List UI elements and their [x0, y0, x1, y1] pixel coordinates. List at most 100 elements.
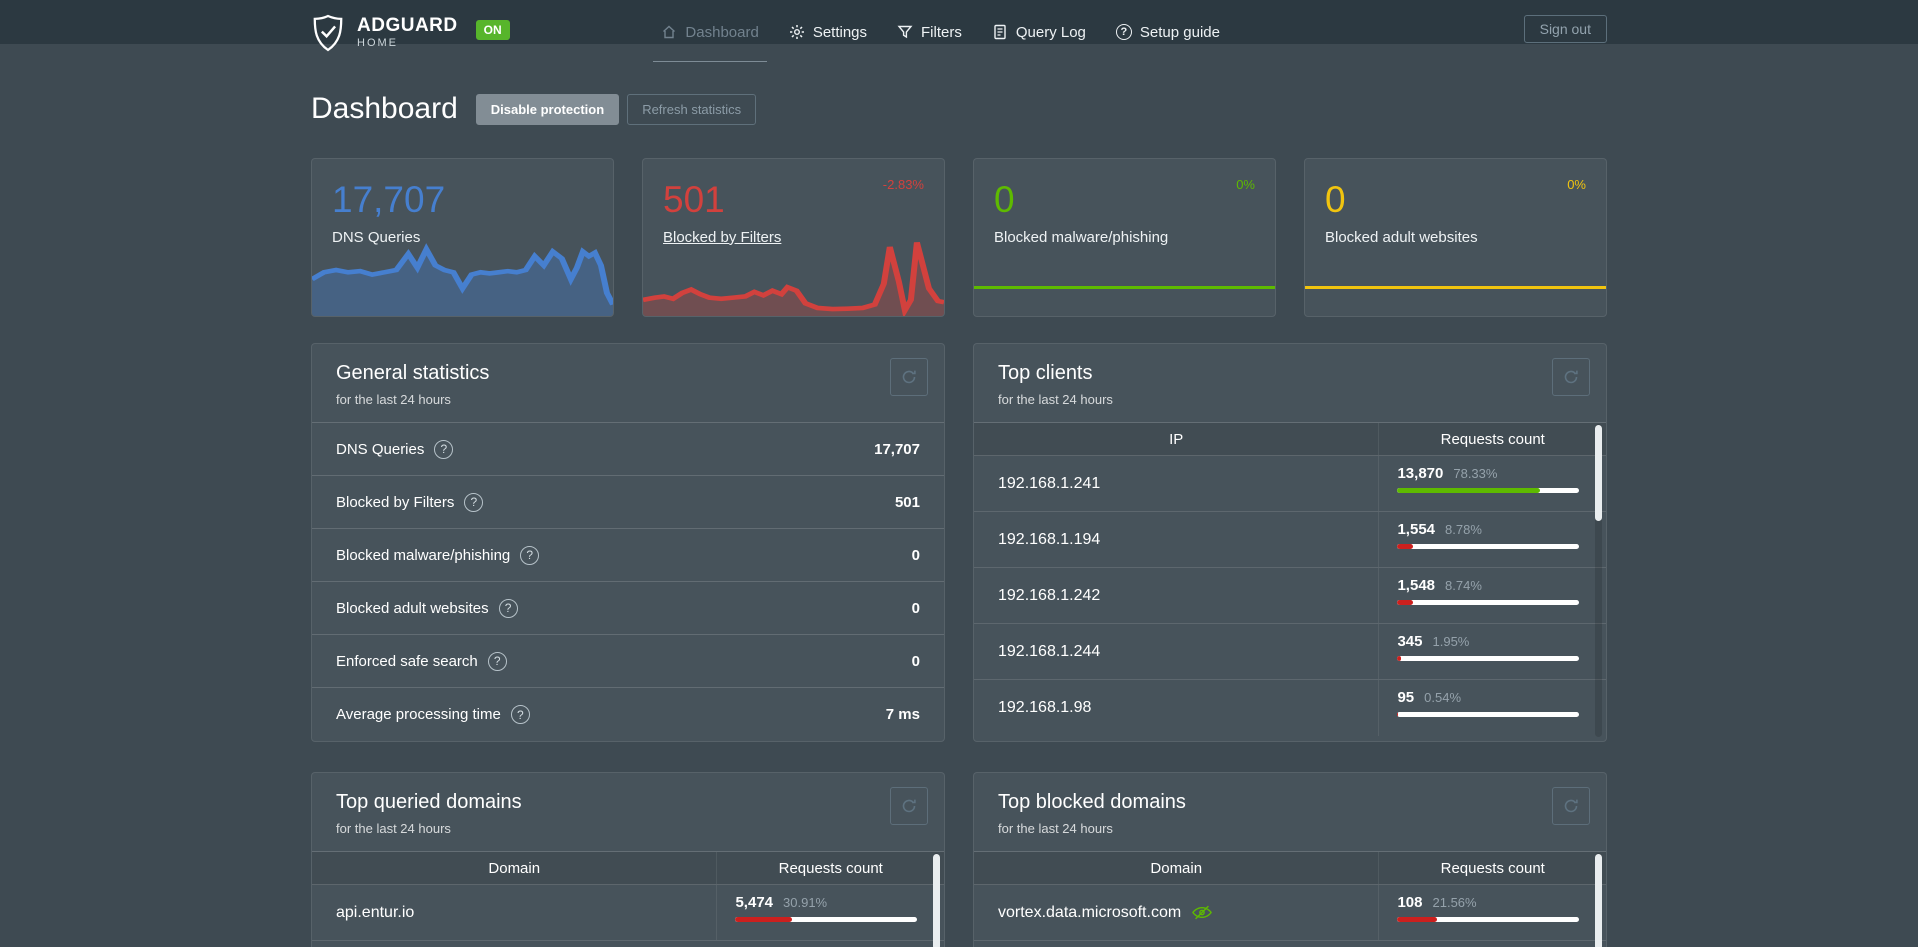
main-nav: Dashboard Settings Filters Query Log Set… [653, 0, 1220, 64]
stat-label: DNS Queries [336, 440, 425, 458]
table-row: api.entur.io 5,474 30.91% [312, 885, 944, 941]
nav-label: Setup guide [1139, 23, 1220, 41]
scrollbar-thumb[interactable] [933, 854, 940, 947]
progress-bar [1397, 544, 1579, 549]
stat-value: 501 [894, 493, 920, 511]
stat-label: Enforced safe search [336, 652, 478, 670]
card-percent: -2.83% [882, 177, 924, 192]
column-header-requests: Requests count [1378, 423, 1606, 455]
panel-subtitle: for the last 24 hours [336, 821, 451, 836]
client-ip[interactable]: 192.168.1.242 [998, 586, 1101, 604]
page-title: Dashboard [311, 92, 458, 125]
gear-icon [789, 25, 804, 39]
refresh-panel-button[interactable] [1552, 358, 1590, 396]
panel-title: Top clients [998, 362, 1093, 384]
stat-row: Average processing time 7 ms [312, 688, 944, 741]
request-count: 108 [1397, 894, 1423, 911]
help-icon[interactable] [464, 492, 484, 512]
stat-value: 7 ms [885, 706, 920, 723]
panel-title: Top queried domains [336, 791, 522, 813]
card-label[interactable]: Blocked malware/phishing [994, 228, 1169, 246]
help-icon[interactable] [434, 439, 454, 459]
nav-item-settings[interactable]: Settings [789, 0, 867, 64]
progress-bar [1397, 712, 1579, 717]
card-value: 0 [1325, 179, 1346, 220]
table-row: 192.168.1.244 345 1.95% [974, 624, 1606, 680]
client-ip[interactable]: 192.168.1.241 [998, 474, 1101, 492]
dns-queries-sparkline [312, 243, 613, 316]
top-clients-panel: Top clients for the last 24 hours IP Req… [973, 343, 1607, 742]
top-navbar: ADGUARD HOME ON Dashboard Settings Filte… [0, 0, 1918, 64]
protection-status-badge: ON [475, 20, 510, 40]
progress-bar [1397, 600, 1579, 605]
stat-row: Blocked by Filters 501 [312, 476, 944, 529]
card-percent: 0% [1567, 177, 1586, 192]
stat-row: DNS Queries 17,707 [312, 423, 944, 476]
blocked-domain[interactable]: vortex.data.microsoft.com [998, 903, 1182, 921]
client-ip[interactable]: 192.168.1.194 [998, 530, 1101, 548]
nav-item-setup-guide[interactable]: Setup guide [1115, 0, 1220, 64]
eye-off-icon [1192, 905, 1213, 920]
nav-item-dashboard[interactable]: Dashboard [653, 0, 768, 64]
request-percent: 78.33% [1453, 466, 1498, 481]
stat-value: 17,707 [874, 440, 920, 458]
card-value: 0 [994, 179, 1015, 220]
request-count: 345 [1397, 633, 1423, 650]
shield-logo-icon [313, 14, 343, 52]
scrollbar-thumb[interactable] [1595, 854, 1602, 947]
request-percent: 1.95% [1432, 634, 1470, 649]
request-count: 1,554 [1397, 521, 1436, 538]
stat-row: Blocked malware/phishing 0 [312, 529, 944, 582]
progress-bar [735, 917, 917, 922]
queried-domain[interactable]: api.entur.io [336, 903, 415, 921]
stat-value: 0 [911, 546, 920, 564]
refresh-panel-button[interactable] [1552, 787, 1590, 825]
column-header-requests: Requests count [1378, 852, 1606, 884]
scrollbar[interactable] [933, 853, 940, 947]
general-statistics-panel: General statistics for the last 24 hours… [311, 343, 945, 742]
help-circle-icon [1115, 24, 1132, 40]
request-percent: 8.78% [1445, 522, 1482, 537]
panel-subtitle: for the last 24 hours [998, 392, 1113, 407]
request-count: 1,548 [1397, 577, 1436, 594]
table-row: 192.168.1.98 95 0.54% [974, 680, 1606, 736]
scrollbar[interactable] [1595, 424, 1602, 737]
nav-item-filters[interactable]: Filters [897, 0, 962, 64]
stat-label: Blocked by Filters [336, 493, 455, 511]
table-header: IP Requests count [974, 423, 1606, 456]
request-percent: 0.54% [1424, 690, 1462, 705]
sign-out-button[interactable]: Sign out [1523, 15, 1607, 43]
column-header-domain: Domain [1150, 859, 1203, 877]
nav-label: Settings [812, 23, 868, 41]
help-icon[interactable] [520, 545, 540, 565]
help-icon[interactable] [487, 651, 507, 671]
card-value: 17,707 [332, 179, 446, 220]
stat-row: Enforced safe search 0 [312, 635, 944, 688]
scrollbar-thumb[interactable] [1595, 425, 1602, 521]
card-label[interactable]: DNS Queries [332, 228, 421, 246]
progress-bar [1397, 917, 1579, 922]
help-icon[interactable] [498, 598, 518, 618]
document-icon [994, 24, 1006, 40]
help-icon[interactable] [510, 705, 530, 724]
refresh-panel-button[interactable] [890, 358, 928, 396]
card-label[interactable]: Blocked adult websites [1325, 228, 1478, 246]
client-ip[interactable]: 192.168.1.244 [998, 642, 1101, 660]
stat-value: 0 [911, 652, 920, 670]
adguard-logo: ADGUARD HOME ON [311, 12, 510, 52]
refresh-statistics-button[interactable]: Refresh statistics [627, 93, 757, 125]
table-row [974, 941, 1606, 947]
scrollbar[interactable] [1595, 853, 1602, 947]
nav-item-query-log[interactable]: Query Log [992, 0, 1086, 64]
column-header-requests: Requests count [716, 852, 944, 884]
request-percent: 30.91% [783, 895, 828, 910]
refresh-panel-button[interactable] [890, 787, 928, 825]
client-ip[interactable]: 192.168.1.98 [998, 699, 1092, 716]
disable-protection-button[interactable]: Disable protection [475, 93, 620, 125]
stat-value: 0 [911, 599, 920, 617]
card-blocked-adult: 0 Blocked adult websites 0% [1304, 158, 1607, 317]
stat-cards-row: 17,707 DNS Queries 501 Blocked by Filter… [311, 158, 1607, 317]
card-label[interactable]: Blocked by Filters [663, 228, 782, 246]
request-count: 13,870 [1397, 465, 1444, 482]
nav-label: Dashboard [685, 23, 759, 41]
